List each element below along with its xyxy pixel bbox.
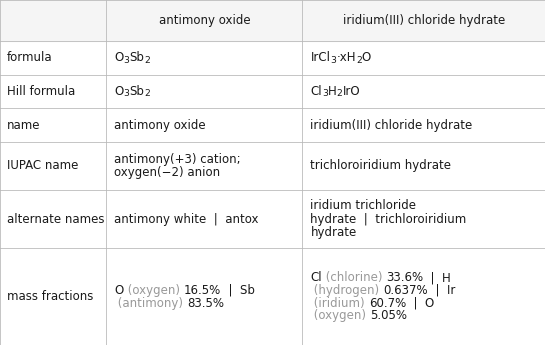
Text: 3: 3	[124, 56, 129, 65]
Text: (antimony): (antimony)	[114, 297, 187, 309]
Text: 2: 2	[356, 56, 362, 65]
Text: 3: 3	[330, 56, 336, 65]
Text: (oxygen): (oxygen)	[311, 309, 370, 322]
Text: (iridium): (iridium)	[311, 297, 369, 309]
Text: (hydrogen): (hydrogen)	[311, 284, 383, 297]
Text: trichloroiridium hydrate: trichloroiridium hydrate	[311, 159, 451, 172]
Text: iridium trichloride: iridium trichloride	[311, 199, 416, 213]
Text: (chlorine): (chlorine)	[322, 271, 386, 284]
Text: hydrate: hydrate	[311, 226, 357, 239]
Text: 16.5%: 16.5%	[183, 284, 221, 297]
Text: 5.05%: 5.05%	[370, 309, 407, 322]
Text: 60.7%: 60.7%	[369, 297, 406, 309]
Text: Cl: Cl	[311, 271, 322, 284]
Text: 3: 3	[124, 89, 129, 98]
Text: |  O: | O	[406, 297, 434, 309]
Text: antimony white  |  antox: antimony white | antox	[114, 213, 259, 226]
Text: mass fractions: mass fractions	[7, 290, 93, 303]
Text: |  H: | H	[423, 271, 451, 284]
Text: Hill formula: Hill formula	[7, 85, 75, 98]
Text: 83.5%: 83.5%	[187, 297, 224, 309]
Text: hydrate  |  trichloroiridium: hydrate | trichloroiridium	[311, 213, 467, 226]
Text: 2: 2	[144, 56, 150, 65]
Text: O: O	[114, 284, 124, 297]
Text: formula: formula	[7, 51, 53, 64]
Text: 2: 2	[337, 89, 343, 98]
Text: 33.6%: 33.6%	[386, 271, 423, 284]
Text: alternate names: alternate names	[7, 213, 105, 226]
Text: Sb: Sb	[129, 51, 144, 64]
Text: IUPAC name: IUPAC name	[7, 159, 78, 172]
Text: name: name	[7, 119, 40, 132]
Text: Cl: Cl	[311, 85, 322, 98]
Text: |  Sb: | Sb	[221, 284, 255, 297]
Text: O: O	[114, 85, 124, 98]
Text: |  Ir: | Ir	[428, 284, 456, 297]
Text: ·xH: ·xH	[336, 51, 356, 64]
Text: 2: 2	[144, 89, 150, 98]
Text: iridium(III) chloride hydrate: iridium(III) chloride hydrate	[311, 119, 473, 132]
Text: IrO: IrO	[343, 85, 360, 98]
Text: antimony oxide: antimony oxide	[159, 14, 250, 27]
Text: (oxygen): (oxygen)	[124, 284, 183, 297]
Text: IrCl: IrCl	[311, 51, 330, 64]
Text: O: O	[362, 51, 371, 64]
Text: O: O	[114, 51, 124, 64]
Text: 3: 3	[322, 89, 328, 98]
Text: Sb: Sb	[129, 85, 144, 98]
Text: antimony oxide: antimony oxide	[114, 119, 206, 132]
Text: antimony(+3) cation;: antimony(+3) cation;	[114, 153, 241, 166]
Text: iridium(III) chloride hydrate: iridium(III) chloride hydrate	[343, 14, 505, 27]
Text: oxygen(−2) anion: oxygen(−2) anion	[114, 166, 220, 179]
Text: H: H	[328, 85, 337, 98]
Text: 0.637%: 0.637%	[383, 284, 428, 297]
